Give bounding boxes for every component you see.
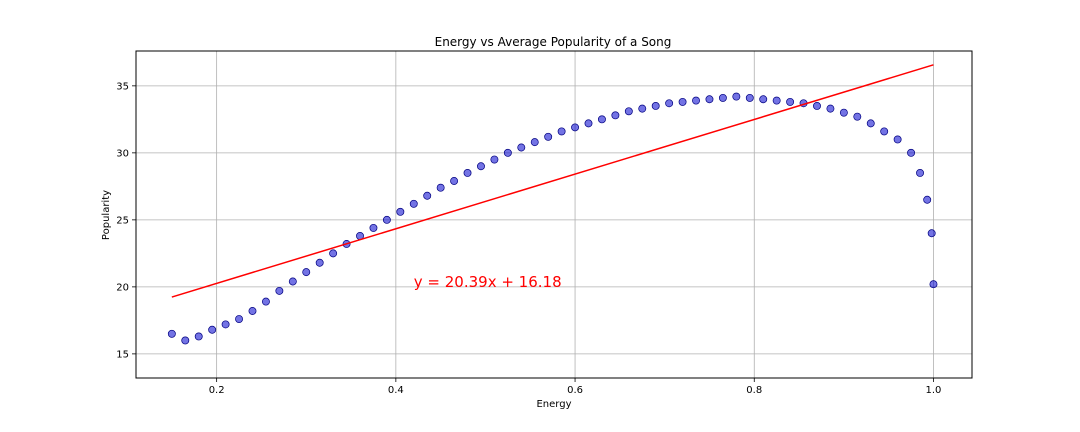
x-axis-label: Energy [536, 399, 571, 410]
y-axis-ticks: 15 20 25 30 35 [116, 81, 136, 360]
data-point [759, 95, 768, 104]
data-points [167, 92, 938, 345]
data-point [503, 148, 512, 157]
regression-equation: y = 20.39x + 16.18 [414, 273, 562, 291]
data-point [718, 93, 727, 102]
data-point [916, 169, 924, 177]
data-point [880, 127, 889, 136]
data-point [194, 332, 203, 341]
data-point [853, 112, 862, 121]
data-point [923, 195, 932, 204]
data-point [597, 115, 606, 124]
data-point [571, 123, 580, 132]
x-tick-label: 0.2 [209, 385, 225, 396]
y-tick-label: 35 [116, 81, 129, 92]
chart-title: Energy vs Average Popularity of a Song [435, 35, 672, 49]
y-axis-label: Popularity [101, 190, 112, 240]
y-tick-label: 15 [116, 349, 129, 360]
data-point [866, 119, 875, 128]
data-point [638, 104, 647, 113]
data-point [678, 97, 687, 106]
data-point [409, 199, 418, 208]
x-tick-label: 0.4 [388, 385, 404, 396]
data-point [315, 258, 324, 267]
x-axis-ticks: 0.2 0.4 0.6 0.8 1.0 [209, 378, 942, 396]
data-point [665, 99, 674, 108]
data-point [208, 325, 217, 334]
data-point [450, 177, 459, 185]
data-point [929, 280, 938, 289]
data-point [826, 104, 835, 113]
data-point [302, 268, 311, 277]
x-tick-label: 0.6 [567, 385, 583, 396]
data-point [611, 111, 620, 120]
data-point [248, 307, 257, 315]
data-point [732, 92, 741, 101]
data-point [382, 215, 391, 224]
x-tick-label: 1.0 [926, 385, 942, 396]
data-point [396, 207, 405, 216]
data-point [329, 249, 338, 258]
data-point [221, 320, 230, 329]
data-point [813, 101, 821, 110]
trend-line [171, 64, 934, 298]
data-point [907, 148, 916, 157]
data-point [369, 223, 378, 232]
data-point [423, 191, 432, 200]
data-point [786, 97, 795, 106]
data-point [927, 229, 936, 238]
data-point [893, 135, 902, 144]
data-point [705, 95, 714, 104]
y-tick-label: 30 [116, 148, 129, 159]
plot-area-frame [135, 50, 973, 379]
data-point [288, 277, 297, 286]
data-point [772, 96, 781, 105]
data-point [839, 108, 848, 117]
data-point [624, 107, 633, 116]
data-point [530, 138, 539, 147]
data-point [436, 183, 445, 192]
grid-lines [136, 51, 972, 378]
data-point [517, 143, 526, 152]
data-point [463, 169, 472, 177]
data-point [544, 132, 553, 141]
data-point [235, 315, 243, 323]
data-point [490, 155, 499, 164]
y-tick-label: 25 [116, 215, 129, 226]
data-point [275, 286, 284, 295]
x-tick-label: 0.8 [746, 385, 762, 396]
data-point [181, 336, 190, 345]
y-tick-label: 20 [116, 282, 129, 293]
data-point [745, 93, 754, 102]
data-point [651, 101, 660, 110]
data-point [557, 127, 566, 136]
data-point [477, 162, 485, 171]
data-point [584, 119, 593, 128]
data-point [692, 96, 700, 105]
data-point [167, 329, 176, 338]
data-point [261, 297, 270, 306]
